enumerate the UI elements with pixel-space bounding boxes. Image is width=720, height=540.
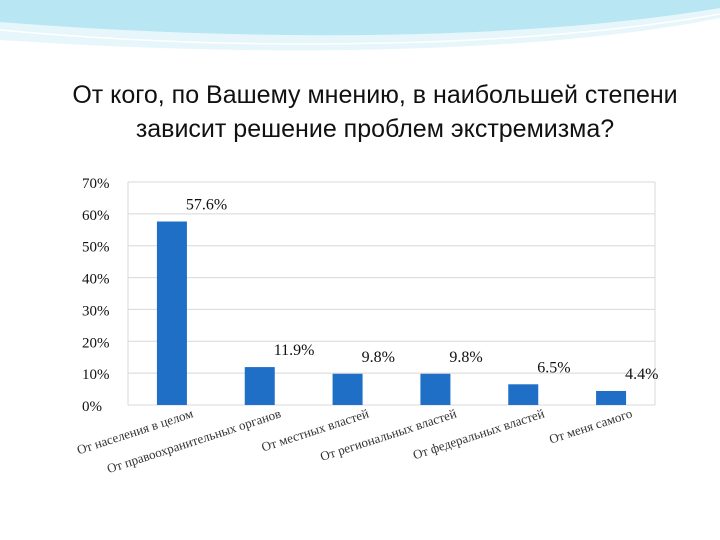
category-label: От правоохранительных органов [105, 406, 283, 476]
y-tick-label: 60% [82, 208, 110, 224]
data-label: 11.9% [274, 342, 315, 359]
y-tick-label: 30% [82, 303, 110, 319]
bar [332, 373, 363, 405]
category-label: От меня самого [547, 406, 634, 447]
wave-line [0, 13, 720, 45]
slide-title: От кого, по Вашему мнению, в наибольшей … [72, 81, 678, 143]
header-wave-decoration [0, 0, 720, 51]
y-tick-label: 0% [82, 399, 102, 415]
data-label: 9.8% [449, 349, 482, 366]
bar [508, 384, 539, 405]
y-tick-label: 50% [82, 240, 110, 256]
y-axis: 0% 10% 20% 30% 40% 50% 60% 70% [82, 176, 656, 415]
data-label: 57.6% [186, 197, 227, 214]
y-tick-label: 40% [82, 272, 110, 288]
y-tick-label: 20% [82, 335, 110, 351]
y-tick-label: 70% [82, 176, 110, 192]
data-label: 4.4% [625, 366, 658, 383]
data-labels: 57.6% 11.9% 9.8% 9.8% 6.5% 4.4% [186, 197, 658, 383]
data-label: 6.5% [537, 359, 570, 376]
data-label: 9.8% [362, 349, 395, 366]
bar [156, 221, 187, 405]
y-tick-label: 10% [82, 367, 110, 383]
bar [420, 373, 451, 405]
grid-lines [128, 181, 655, 406]
bar [244, 367, 275, 405]
wave-dark [0, 0, 720, 36]
bar [596, 390, 627, 405]
bars [156, 221, 627, 405]
